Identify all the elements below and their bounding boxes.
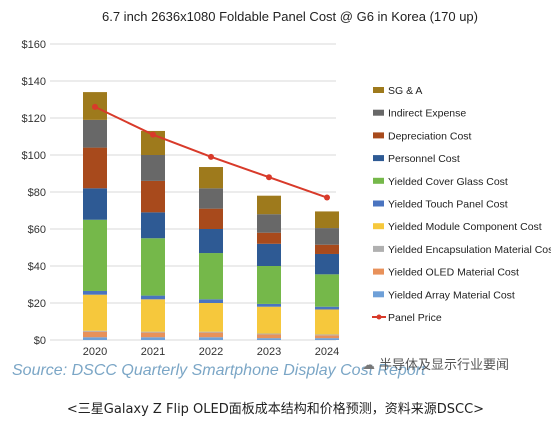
x-tick-label: 2020 bbox=[83, 346, 107, 358]
bar-segment bbox=[83, 337, 107, 340]
bar-segment bbox=[141, 332, 165, 338]
panel-price-point bbox=[92, 103, 98, 110]
bar-segment bbox=[141, 337, 165, 340]
bar-segment bbox=[315, 306, 339, 310]
image-caption: <三星Galaxy Z Flip OLED面板成本结构和价格预测，资料来源DSC… bbox=[66, 402, 485, 417]
bar-segment bbox=[141, 295, 165, 300]
legend-label: Depreciation Cost bbox=[388, 130, 472, 142]
bar-segment bbox=[141, 299, 165, 332]
panel-price-point bbox=[150, 131, 156, 138]
legend-label: SG & A bbox=[388, 85, 422, 97]
bar-segment bbox=[199, 303, 223, 332]
y-tick-label: $100 bbox=[22, 150, 46, 162]
legend-label: Panel Price bbox=[388, 312, 442, 324]
bar-segment bbox=[83, 188, 107, 220]
bar-segment bbox=[315, 334, 339, 336]
bar-segment bbox=[257, 338, 281, 340]
bar-segment bbox=[199, 332, 223, 338]
panel-price-point bbox=[324, 194, 330, 201]
bar-segment bbox=[199, 188, 223, 209]
bar-segment bbox=[257, 214, 281, 233]
watermark: ☁ 半导体及显示行业要闻 bbox=[362, 354, 509, 373]
legend-label: Yielded Touch Panel Cost bbox=[388, 199, 508, 211]
bar-segment bbox=[257, 303, 281, 307]
y-tick-label: $0 bbox=[34, 335, 46, 347]
legend-label: Yielded Array Material Cost bbox=[388, 289, 515, 301]
legend-label: Yielded Encapsulation Material Cost bbox=[388, 244, 551, 256]
bar-segment bbox=[257, 266, 281, 304]
bar-segment bbox=[199, 331, 223, 333]
y-tick-label: $120 bbox=[22, 113, 46, 125]
bar-segment bbox=[257, 333, 281, 335]
legend-swatch bbox=[373, 268, 384, 275]
legend-swatch bbox=[373, 200, 384, 207]
chart-figure: $0 $20 $40 $60 $80 $100 $120 $140 $160 2020 2021 20… bbox=[12, 9, 551, 379]
y-tick-label: $80 bbox=[28, 187, 46, 199]
y-tick-label: $20 bbox=[28, 298, 46, 310]
bar-segment bbox=[141, 180, 165, 213]
bar-segment bbox=[315, 338, 339, 340]
bar-segment bbox=[257, 306, 281, 334]
legend-swatch bbox=[373, 245, 384, 252]
bar-segment bbox=[257, 232, 281, 244]
bar-segment bbox=[83, 290, 107, 295]
bar-segment bbox=[83, 330, 107, 332]
legend-label: Yielded Module Component Cost bbox=[388, 221, 542, 233]
x-tick-label: 2022 bbox=[199, 346, 223, 358]
legend-label: Yielded OLED Material Cost bbox=[388, 267, 519, 279]
y-tick-label: $140 bbox=[22, 76, 46, 88]
panel-price-point bbox=[266, 174, 272, 181]
bar-segment bbox=[199, 167, 223, 189]
bar-segment bbox=[315, 335, 339, 339]
y-tick-label: $60 bbox=[28, 224, 46, 236]
bar-segment bbox=[83, 331, 107, 338]
legend-swatch bbox=[373, 132, 384, 139]
legend-label: Indirect Expense bbox=[388, 108, 466, 120]
x-tick-label: 2024 bbox=[315, 346, 339, 358]
bar-segment bbox=[257, 243, 281, 266]
bar-segment bbox=[83, 119, 107, 148]
bar-segment bbox=[315, 253, 339, 275]
bar-segment bbox=[199, 208, 223, 229]
panel-price-point bbox=[208, 153, 214, 160]
source-note: Source: DSCC Quarterly Smartphone Displa… bbox=[12, 362, 426, 379]
legend-swatch bbox=[373, 109, 384, 116]
bar-segment bbox=[199, 229, 223, 254]
chart-plot: $0 $20 $40 $60 $80 $100 $120 $140 $160 2020 2021 20… bbox=[22, 39, 551, 358]
legend-swatch bbox=[373, 177, 384, 184]
bar-segment bbox=[315, 244, 339, 254]
bar-segment bbox=[141, 155, 165, 181]
bar-segment bbox=[83, 147, 107, 189]
bar-segment bbox=[257, 334, 281, 339]
bar-segment bbox=[315, 274, 339, 307]
bar-segment bbox=[199, 337, 223, 340]
bar-segment bbox=[141, 331, 165, 333]
y-tick-label: $160 bbox=[22, 39, 46, 51]
legend-swatch bbox=[373, 155, 384, 162]
legend-swatch bbox=[373, 87, 384, 93]
legend-label: Personnel Cost bbox=[388, 153, 460, 165]
legend-swatch bbox=[373, 223, 384, 230]
bar-segment bbox=[315, 211, 339, 229]
bar-segment bbox=[141, 238, 165, 296]
chart-title: 6.7 inch 2636x1080 Foldable Panel Cost @… bbox=[102, 9, 478, 24]
bar-segment bbox=[257, 195, 281, 215]
watermark-text: 半导体及显示行业要闻 bbox=[379, 358, 510, 373]
bar-segment bbox=[315, 309, 339, 335]
bar-segment bbox=[315, 228, 339, 245]
wechat-icon: ☁ bbox=[362, 358, 375, 373]
bar-segment bbox=[83, 219, 107, 291]
legend-line-marker bbox=[376, 314, 382, 320]
x-tick-label: 2021 bbox=[141, 346, 165, 358]
x-tick-label: 2023 bbox=[257, 346, 281, 358]
y-tick-label: $40 bbox=[28, 261, 46, 273]
legend-label: Yielded Cover Glass Cost bbox=[388, 176, 508, 188]
legend-swatch bbox=[373, 291, 384, 298]
bar-segment bbox=[141, 212, 165, 239]
bar-segment bbox=[199, 253, 223, 300]
bar-segment bbox=[199, 299, 223, 303]
bar-segment bbox=[83, 294, 107, 331]
